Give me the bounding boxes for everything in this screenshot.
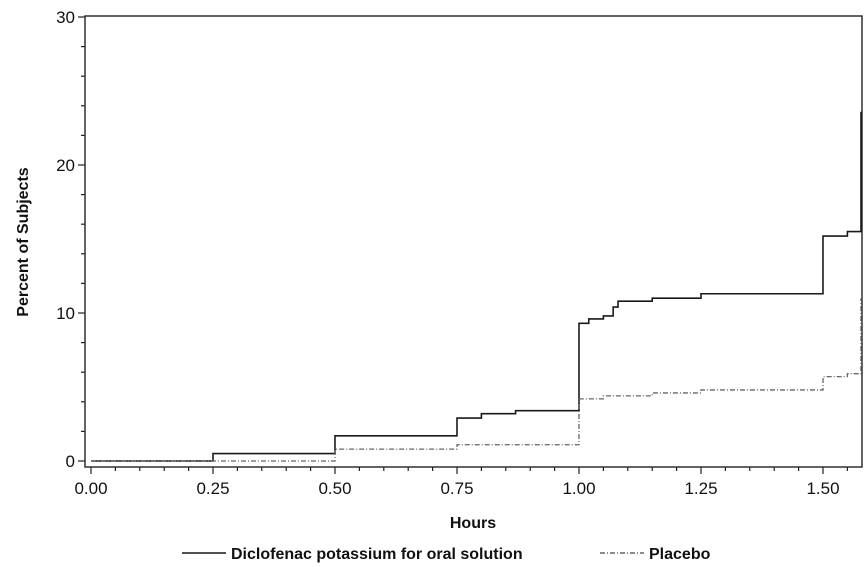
x-axis: 0.000.250.500.751.001.251.501.752.002.25 [74, 467, 849, 498]
y-tick-label: 20 [56, 156, 75, 175]
legend-label-placebo: Placebo [649, 546, 711, 563]
series-line-diclofenac [91, 111, 862, 462]
y-tick-label: 0 [66, 452, 75, 471]
x-tick-label: 0.75 [440, 479, 473, 498]
x-tick-label: 1.50 [806, 479, 839, 498]
x-tick-label: 0.00 [74, 479, 107, 498]
x-tick-label: 1.00 [562, 479, 595, 498]
legend: Diclofenac potassium for oral solution P… [182, 546, 711, 563]
x-tick-label: 0.25 [196, 479, 229, 498]
x-tick-label: 1.25 [684, 479, 717, 498]
x-axis-title: Hours [450, 515, 496, 532]
x-tick-label: 0.50 [318, 479, 351, 498]
legend-label-diclofenac: Diclofenac potassium for oral solution [231, 546, 523, 563]
y-tick-label: 10 [56, 304, 75, 323]
plot-area-frame [84, 15, 863, 468]
y-tick-label: 30 [56, 8, 75, 27]
y-axis-title: Percent of Subjects [15, 167, 32, 316]
y-axis: 0 10 20 30 [56, 8, 85, 471]
series-layer [91, 111, 862, 462]
series-line-placebo [91, 298, 862, 462]
